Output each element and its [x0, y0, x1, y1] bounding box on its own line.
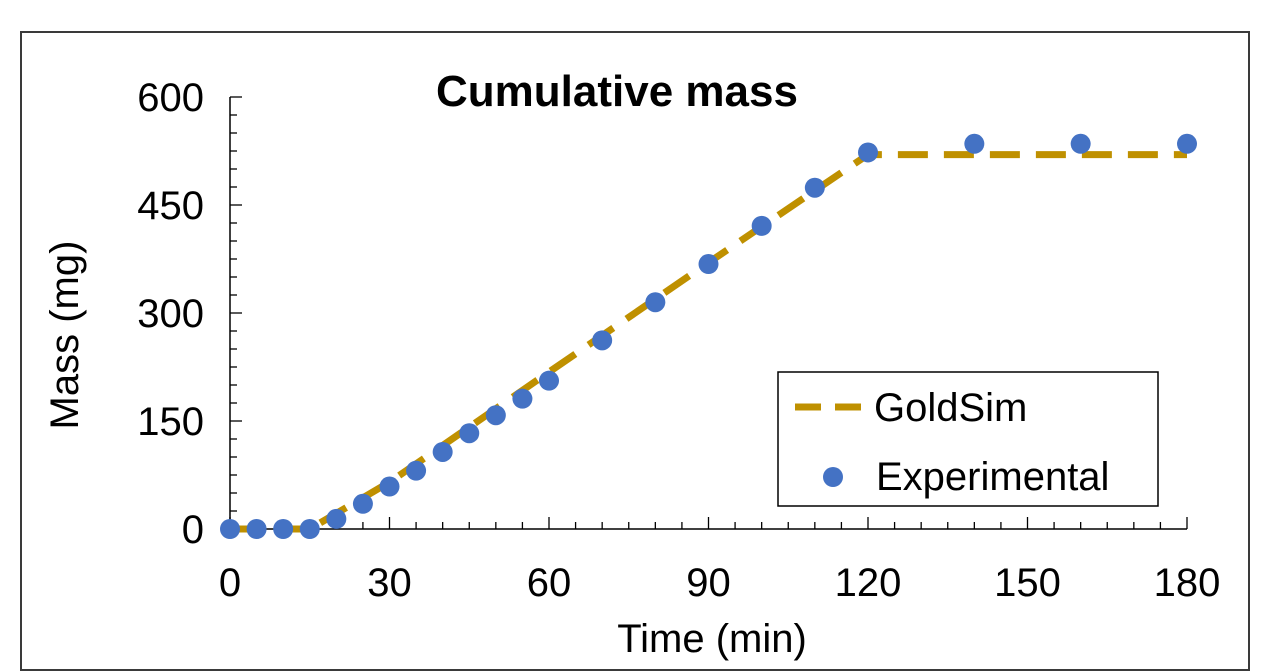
legend-experimental-swatch — [823, 467, 843, 487]
experimental-point — [751, 215, 772, 236]
experimental-point — [1177, 133, 1197, 154]
legend: GoldSim Experimental — [777, 371, 1159, 507]
y-tick-label: 150 — [137, 400, 204, 444]
experimental-point — [804, 177, 825, 198]
x-tick-label: 0 — [219, 561, 241, 605]
experimental-point — [326, 508, 347, 529]
y-tick-label: 450 — [137, 184, 204, 228]
x-tick-label: 60 — [527, 561, 572, 605]
experimental-point — [273, 519, 294, 539]
experimental-point — [352, 493, 373, 514]
legend-goldsim-label: GoldSim — [874, 386, 1027, 430]
y-axis-label: Mass (mg) — [43, 241, 87, 430]
experimental-point — [539, 370, 559, 391]
experimental-point — [698, 254, 719, 275]
experimental-point — [1070, 133, 1091, 154]
x-tick-labels: 0 30 60 90 120 150 180 — [219, 561, 1221, 605]
x-tick-label: 120 — [835, 561, 902, 605]
experimental-point — [246, 519, 267, 539]
experimental-point — [592, 330, 613, 351]
experimental-point — [459, 423, 480, 444]
legend-box — [777, 371, 1159, 507]
y-tick-label: 0 — [182, 508, 204, 552]
x-tick-label: 30 — [367, 561, 412, 605]
experimental-point — [964, 133, 985, 154]
chart-frame — [20, 31, 1250, 671]
legend-experimental-label: Experimental — [876, 455, 1109, 499]
chart-title: Cumulative mass — [436, 67, 798, 116]
experimental-point — [485, 405, 506, 426]
experimental-point — [299, 519, 320, 539]
x-tick-label: 90 — [686, 561, 731, 605]
plot-area — [220, 133, 1197, 539]
experimental-point — [858, 142, 878, 163]
x-tick-label: 180 — [1154, 561, 1221, 605]
experimental-point — [406, 460, 427, 481]
axes — [229, 96, 1188, 530]
x-tick-label: 150 — [994, 561, 1061, 605]
y-tick-label: 600 — [137, 76, 204, 120]
y-tick-labels: 0 150 300 450 600 — [137, 76, 204, 552]
experimental-point — [220, 519, 240, 539]
experimental-point — [379, 476, 400, 497]
experimental-point — [645, 292, 666, 313]
x-axis-label: Time (min) — [617, 617, 807, 661]
experimental-point — [512, 388, 533, 409]
experimental-point — [432, 441, 453, 462]
y-tick-label: 300 — [137, 292, 204, 336]
